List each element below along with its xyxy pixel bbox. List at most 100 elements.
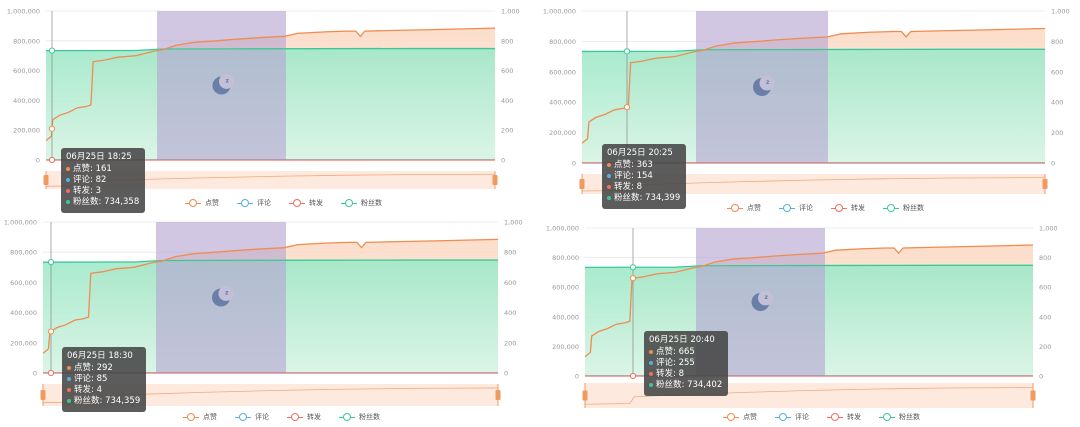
- legend-item[interactable]: 粉丝数: [339, 412, 380, 422]
- zoom-slider-track[interactable]: [46, 171, 495, 189]
- legend-marker-icon: [827, 413, 843, 421]
- legend-label: 粉丝数: [903, 204, 924, 212]
- tooltip-label: 评论:: [614, 171, 637, 181]
- tooltip-value: 3: [95, 186, 101, 196]
- tooltip-row: 转发: 8: [649, 369, 722, 380]
- legend-item[interactable]: 评论: [779, 203, 813, 213]
- legend: 点赞 评论 转发 粉丝数: [183, 412, 380, 422]
- tooltip-title: 06月25日 18:30: [67, 351, 133, 361]
- right-tick-label: 800: [501, 37, 513, 45]
- chart-svg: 0 200,000 400,000 600,000 800,000 1,000,000 0 2…: [546, 225, 1058, 408]
- legend-marker-icon: [237, 199, 253, 207]
- legend-marker-icon: [883, 204, 899, 212]
- legend-item[interactable]: 点赞: [185, 198, 219, 208]
- tooltip-title: 06月25日 20:40: [649, 335, 715, 345]
- zoom-handle-left[interactable]: [582, 383, 588, 408]
- tooltip-row: 粉丝数: 734,402: [649, 380, 722, 391]
- moon-icon: z: [212, 74, 234, 95]
- zoom-handle-right[interactable]: [492, 171, 498, 189]
- left-tick-label: 800,000: [552, 254, 579, 262]
- cursor-marker: [47, 328, 55, 335]
- legend-item[interactable]: 粉丝数: [879, 412, 920, 422]
- svg-text:z: z: [225, 290, 229, 297]
- tooltip-value: 8: [678, 369, 684, 379]
- left-tick-label: 200,000: [552, 343, 579, 351]
- tooltip-row: 点赞: 665: [649, 347, 722, 358]
- tooltip-row: 点赞: 363: [607, 160, 680, 171]
- right-tick-label: 200: [1051, 129, 1063, 137]
- zoom-handle-left[interactable]: [40, 384, 46, 406]
- tooltip-label: 转发:: [74, 385, 97, 395]
- left-tick-label: 1,000,000: [7, 8, 40, 16]
- tooltip-row: 转发: 4: [67, 385, 140, 396]
- tooltip-value: 161: [95, 164, 112, 174]
- right-tick-label: 800: [1051, 38, 1063, 46]
- legend-label: 粉丝数: [361, 199, 382, 207]
- tooltip-label: 粉丝数:: [73, 197, 105, 207]
- legend-item[interactable]: 转发: [287, 412, 321, 422]
- right-tick-label: 400: [1051, 99, 1063, 107]
- tooltip-label: 转发:: [656, 369, 679, 379]
- right-tick-label: 800: [1039, 254, 1051, 262]
- zoom-handle-right[interactable]: [1042, 174, 1048, 194]
- series-dot-icon: [607, 184, 611, 189]
- legend-item[interactable]: 转发: [831, 203, 865, 213]
- cursor-marker: [48, 125, 56, 132]
- tooltip-row: 粉丝数: 734,359: [67, 396, 140, 407]
- left-tick-label: 0: [36, 157, 40, 165]
- cursor-marker: [47, 369, 55, 377]
- likes-line: [42, 238, 499, 354]
- zoom-handle-left[interactable]: [43, 171, 49, 189]
- cursor-marker: [48, 47, 56, 54]
- legend-item[interactable]: 点赞: [183, 412, 217, 422]
- legend-item[interactable]: 转发: [289, 198, 323, 208]
- tooltip-value: 8: [636, 182, 642, 192]
- zoom-slider-track[interactable]: [43, 384, 498, 406]
- moon-icon: z: [212, 286, 234, 307]
- legend-label: 点赞: [747, 204, 761, 212]
- legend-marker-icon: [779, 204, 795, 212]
- legend-label: 评论: [799, 204, 813, 212]
- tooltip-value: 734,399: [645, 193, 681, 203]
- zoom-handle-right[interactable]: [495, 384, 501, 406]
- legend-item[interactable]: 评论: [235, 412, 269, 422]
- series-dot-icon: [67, 365, 71, 370]
- right-tick-label: 0: [1051, 160, 1055, 168]
- legend-item[interactable]: 点赞: [727, 203, 761, 213]
- legend-label: 点赞: [205, 199, 219, 207]
- cursor-marker: [629, 372, 637, 380]
- legend-item[interactable]: 点赞: [723, 412, 757, 422]
- tooltip-value: 734,358: [104, 197, 140, 207]
- zoom-slider-track[interactable]: [582, 174, 1045, 194]
- tooltip: 06月25日 18:30 点赞: 292 评论: 85 转发: 4 粉丝数: 734,3…: [62, 347, 147, 412]
- legend-item[interactable]: 粉丝数: [883, 203, 924, 213]
- legend-marker-icon: [185, 199, 201, 207]
- series-dot-icon: [66, 177, 70, 182]
- tooltip-value: 82: [95, 175, 107, 185]
- series-dot-icon: [67, 376, 71, 381]
- right-tick-label: 1,000: [504, 219, 523, 227]
- right-tick-label: 600: [1039, 284, 1051, 292]
- right-tick-label: 400: [504, 309, 516, 317]
- series-dot-icon: [66, 166, 70, 171]
- left-tick-label: 200,000: [13, 127, 40, 135]
- legend-item[interactable]: 评论: [237, 198, 271, 208]
- tooltip-label: 粉丝数:: [614, 193, 646, 203]
- tooltip-value: 734,359: [105, 396, 141, 406]
- fans-line: [45, 47, 495, 52]
- legend-item[interactable]: 粉丝数: [341, 198, 382, 208]
- tooltip: 06月25日 18:25 点赞: 161 评论: 82 转发: 3 粉丝数: 734,3…: [61, 148, 146, 213]
- legend-label: 点赞: [743, 413, 757, 421]
- right-tick-label: 800: [504, 249, 516, 257]
- right-tick-label: 0: [1039, 373, 1043, 381]
- legend-label: 评论: [795, 413, 809, 421]
- legend-label: 转发: [847, 413, 861, 421]
- tooltip-value: 292: [96, 363, 113, 373]
- legend-item[interactable]: 转发: [827, 412, 861, 422]
- zoom-handle-left[interactable]: [579, 174, 585, 194]
- tooltip-value: 4: [96, 385, 102, 395]
- legend-item[interactable]: 评论: [775, 412, 809, 422]
- chart-panel-1: 0 200,000 400,000 600,000 800,000 1,000,000 0 2…: [0, 0, 540, 213]
- left-tick-label: 600,000: [10, 279, 37, 287]
- zoom-handle-right[interactable]: [1030, 383, 1036, 408]
